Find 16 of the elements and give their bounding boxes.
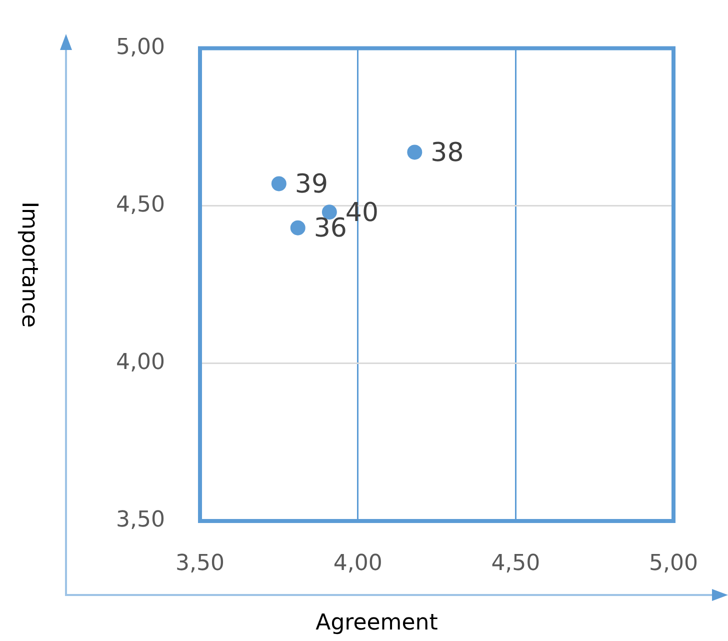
y-tick-label: 3,50 (116, 508, 165, 533)
x-tick-label: 4,00 (333, 550, 382, 576)
point (290, 220, 306, 236)
x-tick-label: 3,50 (176, 550, 224, 576)
annotation: 38 (430, 138, 464, 168)
y-tick-label: 5,00 (116, 34, 165, 60)
y-tick-label: 4,50 (116, 192, 165, 218)
x-tick-label: 4,50 (491, 550, 540, 576)
y-axis-title: Importance (16, 202, 42, 328)
annotation: 36 (314, 214, 347, 244)
x-tick-label: 5,00 (649, 550, 698, 576)
point (271, 176, 286, 192)
x-axis-title: Agreement (316, 610, 438, 636)
annotation: 39 (294, 169, 328, 200)
point (407, 144, 422, 160)
y-tick-label: 4,00 (116, 350, 165, 376)
